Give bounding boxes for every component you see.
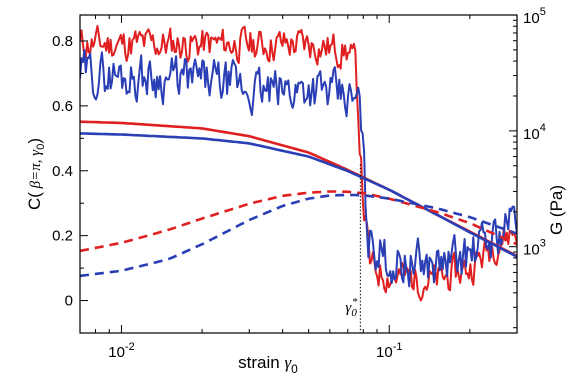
plot-frame [79, 14, 518, 334]
left-y-tick-label: 0.6 [52, 98, 73, 115]
series-line-3 [80, 132, 517, 258]
axes-layer: 10-2 10-1 0 0.2 0.4 0.6 0.8 103 104 105 [52, 6, 546, 361]
right-axis-label: G (Pa) [547, 185, 566, 235]
left-y-tick-label: 0.2 [52, 228, 73, 245]
gamma-star-annotation: γ0* [345, 296, 357, 319]
left-y-tick-label: 0 [65, 293, 73, 310]
series-line-1 [80, 49, 517, 288]
x-tick-label: 10-1 [376, 341, 402, 361]
right-y-tick-label: 103 [523, 238, 546, 259]
left-axis-label: C( β=π, γ0) [25, 138, 47, 210]
series-line-4 [80, 190, 517, 253]
left-y-tick-label: 0.4 [52, 163, 73, 180]
left-y-tick-label: 0.8 [52, 33, 73, 50]
series-line-5 [80, 193, 517, 278]
right-y-tick-label: 104 [523, 122, 546, 143]
right-y-tick-label: 105 [523, 6, 546, 27]
x-tick-label: 10-2 [108, 341, 134, 361]
series-line-0 [80, 25, 517, 302]
series-layer [80, 25, 517, 302]
x-axis-label: strain γ0 [238, 353, 298, 376]
